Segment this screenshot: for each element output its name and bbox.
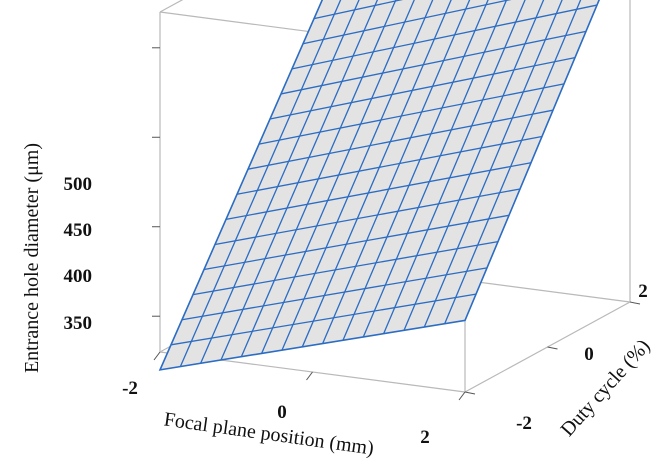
mesh-line-x	[200, 0, 360, 364]
mesh-line-x	[322, 0, 471, 344]
mesh-line-x	[301, 0, 452, 348]
mesh-line-y	[269, 56, 576, 120]
x-tick-neg2: -2	[122, 378, 138, 399]
mesh-line-x	[403, 0, 545, 331]
x-tick-2: 2	[420, 427, 430, 448]
mesh-line-x	[383, 0, 526, 334]
mesh-line-y	[302, 0, 512, 45]
y-tick-2: 2	[638, 281, 648, 302]
y-tick-mark	[547, 346, 558, 350]
y-tick-0: 0	[584, 344, 594, 365]
mesh-line-y	[203, 214, 510, 271]
z-axis-label: Entrance hole diameter (μm)	[21, 143, 43, 373]
z-tick-350: 350	[64, 313, 93, 334]
mesh-line-y	[192, 240, 499, 296]
mesh-line-y	[291, 4, 598, 70]
x-tick-mark	[153, 351, 161, 361]
mesh-line-y	[181, 267, 488, 321]
mesh-line-y	[258, 83, 565, 145]
mesh-line-y	[236, 135, 543, 195]
mesh-line-x	[342, 0, 489, 341]
mesh-line-x	[261, 0, 415, 354]
mesh-line-x	[179, 0, 342, 367]
mesh-line-x	[444, 0, 582, 324]
mesh-line-x	[240, 0, 397, 357]
x-axis-label: Focal plane position (mm)	[163, 408, 376, 459]
response-surface	[158, 0, 600, 371]
mesh-line-x	[281, 0, 434, 351]
box-edge	[159, 0, 184, 13]
y-tick-mark	[464, 391, 476, 395]
z-tick-500: 500	[64, 174, 93, 195]
y-tick-neg2: -2	[516, 413, 532, 434]
y-tick-mark	[629, 301, 641, 305]
surface-patch	[158, 0, 600, 371]
mesh-line-y	[214, 188, 521, 246]
mesh-line-y	[247, 109, 554, 170]
x-tick-mark	[306, 371, 313, 381]
mesh-line-y	[313, 0, 404, 20]
x-tick-mark	[458, 391, 466, 401]
mesh-line-y	[170, 293, 477, 346]
mesh-line-x	[423, 0, 563, 328]
x-tick-0: 0	[277, 402, 287, 423]
mesh-line-y	[280, 30, 587, 95]
mesh-line-x	[220, 0, 379, 361]
mesh-line-y	[225, 162, 532, 221]
mesh-line-x	[362, 0, 508, 338]
z-tick-400: 400	[64, 266, 93, 287]
z-tick-450: 450	[64, 220, 93, 241]
y-axis-label: Duty cycle (%)	[556, 335, 654, 441]
